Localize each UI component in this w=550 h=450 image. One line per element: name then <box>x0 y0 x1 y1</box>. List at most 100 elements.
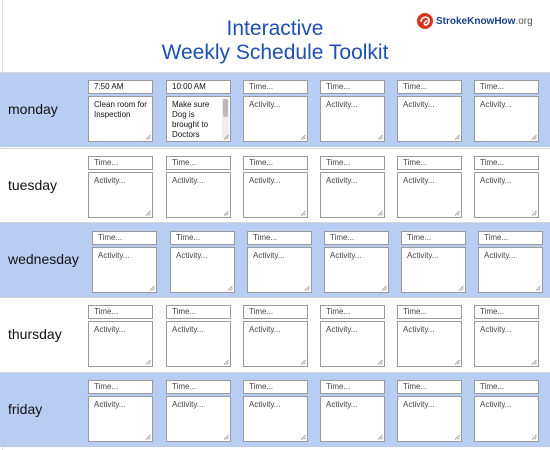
resize-grip-icon[interactable] <box>223 434 229 440</box>
resize-grip-icon[interactable] <box>531 210 537 216</box>
resize-grip-icon[interactable] <box>223 210 229 216</box>
resize-grip-icon[interactable] <box>300 359 306 365</box>
resize-grip-icon[interactable] <box>531 134 537 140</box>
time-input[interactable]: Time... <box>243 380 308 394</box>
activity-textarea[interactable]: Activity... <box>243 396 308 442</box>
resize-grip-icon[interactable] <box>454 134 460 140</box>
resize-grip-icon[interactable] <box>300 434 306 440</box>
time-input[interactable]: Time... <box>320 80 385 94</box>
time-input[interactable]: Time... <box>320 380 385 394</box>
activity-textarea[interactable]: Activity... <box>88 172 153 218</box>
time-input[interactable]: Time... <box>88 156 153 170</box>
time-input[interactable]: Time... <box>243 80 308 94</box>
resize-grip-icon[interactable] <box>223 359 229 365</box>
time-input[interactable]: Time... <box>474 80 539 94</box>
time-input[interactable]: Time... <box>243 305 308 319</box>
activity-textarea[interactable]: Activity... <box>88 321 153 367</box>
resize-grip-icon[interactable] <box>227 285 233 291</box>
resize-grip-icon[interactable] <box>377 210 383 216</box>
activity-textarea[interactable]: Activity... <box>247 247 312 293</box>
resize-grip-icon[interactable] <box>377 134 383 140</box>
time-input[interactable]: Time... <box>397 156 462 170</box>
activity-textarea[interactable]: Activity... <box>320 172 385 218</box>
resize-grip-icon[interactable] <box>531 434 537 440</box>
time-input[interactable]: Time... <box>166 380 231 394</box>
time-input[interactable]: Time... <box>92 231 157 245</box>
resize-grip-icon[interactable] <box>300 210 306 216</box>
activity-textarea[interactable]: Activity... <box>320 96 385 142</box>
activity-textarea[interactable]: Activity... <box>170 247 235 293</box>
activity-textarea[interactable]: Make sure Dog is brought to Doctors <box>166 96 231 142</box>
activity-textarea[interactable]: Activity... <box>478 247 543 293</box>
time-input[interactable]: Time... <box>170 231 235 245</box>
activity-text: Activity... <box>403 100 435 109</box>
activity-textarea[interactable]: Activity... <box>474 321 539 367</box>
activity-textarea[interactable]: Activity... <box>320 321 385 367</box>
resize-grip-icon[interactable] <box>531 359 537 365</box>
resize-grip-icon[interactable] <box>454 434 460 440</box>
time-input[interactable]: Time... <box>166 305 231 319</box>
activity-textarea[interactable]: Activity... <box>243 172 308 218</box>
time-input[interactable]: Time... <box>324 231 389 245</box>
resize-grip-icon[interactable] <box>535 285 541 291</box>
activity-textarea[interactable]: Activity... <box>474 96 539 142</box>
scrollbar-thumb[interactable] <box>223 99 228 117</box>
resize-grip-icon[interactable] <box>458 285 464 291</box>
resize-grip-icon[interactable] <box>381 285 387 291</box>
resize-grip-icon[interactable] <box>377 359 383 365</box>
time-input[interactable]: Time... <box>166 156 231 170</box>
resize-grip-icon[interactable] <box>300 134 306 140</box>
time-input[interactable]: Time... <box>88 380 153 394</box>
time-input[interactable]: Time... <box>397 80 462 94</box>
resize-grip-icon[interactable] <box>145 134 151 140</box>
activity-textarea[interactable]: Activity... <box>92 247 157 293</box>
resize-grip-icon[interactable] <box>149 285 155 291</box>
time-input[interactable]: Time... <box>397 305 462 319</box>
time-input[interactable]: Time... <box>397 380 462 394</box>
time-input[interactable]: 10:00 AM <box>166 80 231 94</box>
time-input[interactable]: Time... <box>320 305 385 319</box>
time-input[interactable]: Time... <box>474 305 539 319</box>
activity-textarea[interactable]: Activity... <box>397 172 462 218</box>
activity-textarea[interactable]: Activity... <box>166 172 231 218</box>
resize-grip-icon[interactable] <box>145 434 151 440</box>
resize-grip-icon[interactable] <box>223 134 229 140</box>
activity-textarea[interactable]: Activity... <box>166 396 231 442</box>
resize-grip-icon[interactable] <box>145 210 151 216</box>
activity-text: Clean room for Inspection <box>94 100 147 119</box>
activity-textarea[interactable]: Activity... <box>474 172 539 218</box>
activity-text: Activity... <box>249 400 281 409</box>
activity-textarea[interactable]: Activity... <box>166 321 231 367</box>
resize-grip-icon[interactable] <box>304 285 310 291</box>
time-input[interactable]: Time... <box>320 156 385 170</box>
day-row-friday: friday Time... Activity... Time... Activity.… <box>0 372 550 447</box>
activity-textarea[interactable]: Clean room for Inspection <box>88 96 153 142</box>
activity-textarea[interactable]: Activity... <box>243 321 308 367</box>
time-input[interactable]: Time... <box>88 305 153 319</box>
resize-grip-icon[interactable] <box>145 359 151 365</box>
activity-textarea[interactable]: Activity... <box>243 96 308 142</box>
activity-textarea[interactable]: Activity... <box>88 396 153 442</box>
resize-grip-icon[interactable] <box>454 210 460 216</box>
time-input[interactable]: 7:50 AM <box>88 80 153 94</box>
activity-text: Activity... <box>480 400 512 409</box>
textarea-scrollbar[interactable] <box>222 98 229 138</box>
time-input[interactable]: Time... <box>247 231 312 245</box>
resize-grip-icon[interactable] <box>377 434 383 440</box>
activity-textarea[interactable]: Activity... <box>324 247 389 293</box>
logo[interactable]: StrokeKnowHow.org <box>417 12 533 30</box>
activity-textarea[interactable]: Activity... <box>397 321 462 367</box>
time-input[interactable]: Time... <box>401 231 466 245</box>
time-input[interactable]: Time... <box>243 156 308 170</box>
activity-textarea[interactable]: Activity... <box>397 396 462 442</box>
activity-textarea[interactable]: Activity... <box>401 247 466 293</box>
time-input[interactable]: Time... <box>474 156 539 170</box>
time-input[interactable]: Time... <box>474 380 539 394</box>
activity-textarea[interactable]: Activity... <box>474 396 539 442</box>
time-input[interactable]: Time... <box>478 231 543 245</box>
day-label: wednesday <box>8 251 79 267</box>
activity-text: Activity... <box>94 176 126 185</box>
resize-grip-icon[interactable] <box>454 359 460 365</box>
activity-textarea[interactable]: Activity... <box>320 396 385 442</box>
activity-textarea[interactable]: Activity... <box>397 96 462 142</box>
